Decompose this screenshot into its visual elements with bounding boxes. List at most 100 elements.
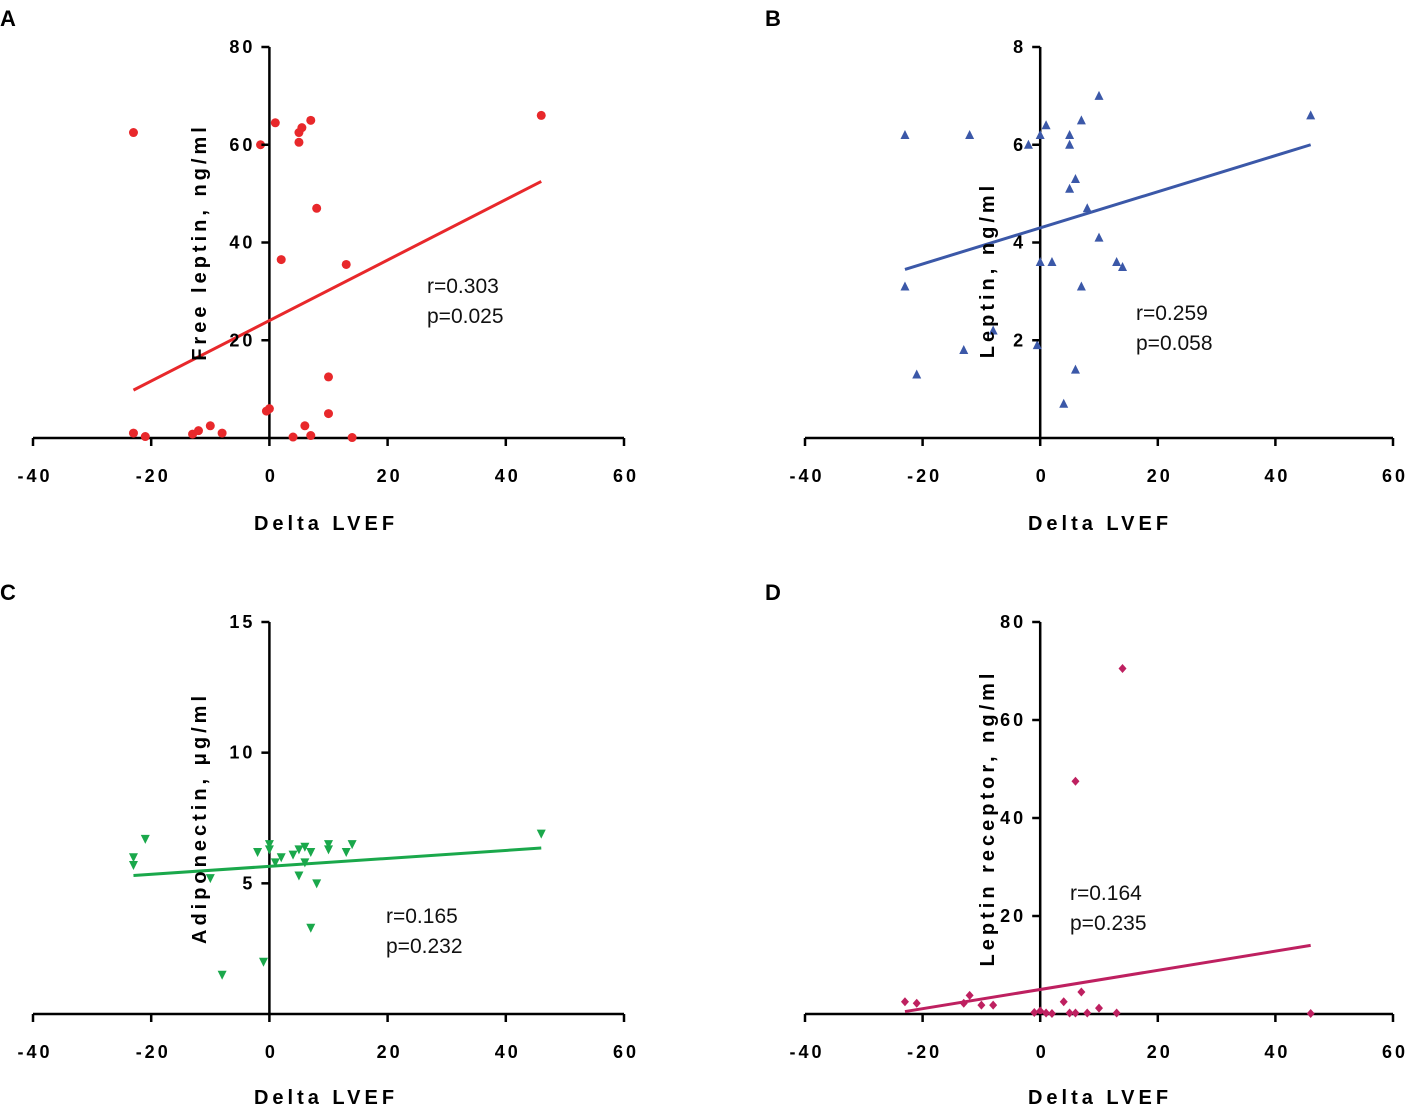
data-point: [264, 845, 274, 855]
data-point: [1059, 997, 1068, 1007]
p-value: p=0.025: [427, 305, 504, 328]
data-point: [1047, 257, 1057, 267]
data-point: [1032, 340, 1042, 350]
data-point: [294, 137, 304, 147]
y-tick-label: 10: [229, 743, 255, 763]
y-tick-label: 4: [1013, 233, 1026, 253]
y-tick-label: 60: [229, 135, 255, 155]
x-axis-title: Delta LVEF: [254, 1087, 398, 1109]
x-tick-label: 40: [495, 1042, 521, 1062]
data-point: [1065, 1008, 1074, 1018]
data-point: [324, 372, 333, 382]
data-point: [1070, 364, 1080, 374]
fit-layer: [133, 846, 542, 877]
x-tick-label: 40: [1264, 466, 1290, 486]
y-tick-label: 40: [1000, 808, 1026, 828]
r-value: r=0.303: [427, 275, 499, 298]
data-point: [536, 110, 546, 120]
regression-line: [133, 846, 542, 877]
regression-line: [904, 143, 1312, 271]
data-point: [1030, 1008, 1039, 1018]
p-value: p=0.058: [1136, 332, 1213, 355]
data-point: [276, 853, 286, 863]
data-point: [1035, 129, 1045, 139]
data-point: [264, 840, 274, 850]
points-layer: [900, 90, 1316, 408]
r-value: r=0.164: [1070, 882, 1142, 905]
data-point: [1118, 261, 1128, 271]
data-point: [1035, 257, 1045, 267]
data-point: [217, 970, 227, 980]
x-axis-title: Delta LVEF: [1028, 1087, 1172, 1109]
axes: [805, 47, 1393, 440]
x-tick-label: 20: [377, 466, 403, 486]
r-value: r=0.165: [386, 905, 458, 928]
data-point: [1306, 110, 1316, 120]
y-tick-label: 60: [1000, 710, 1026, 730]
data-point: [959, 345, 969, 355]
y-tick-label: 80: [229, 37, 255, 57]
data-point: [300, 842, 310, 852]
p-value: p=0.235: [1070, 912, 1147, 935]
data-point: [297, 123, 307, 133]
data-point: [347, 433, 357, 443]
data-point: [1112, 1008, 1121, 1018]
points-layer: [900, 664, 1315, 1019]
y-tick-label: 15: [229, 612, 255, 632]
data-point: [1071, 776, 1080, 786]
data-point: [128, 853, 138, 863]
x-tick-label: 60: [1382, 1042, 1408, 1062]
panel-a: A -40 -20 0 20 40 60 20 40 60 80 Delta LVEF Free …: [0, 6, 636, 535]
data-point: [1070, 173, 1080, 183]
data-point: [300, 421, 310, 431]
x-tick-label: 20: [1147, 466, 1173, 486]
x-tick-label: -40: [17, 466, 52, 486]
data-point: [1306, 1009, 1315, 1019]
axes: [805, 622, 1393, 1016]
data-point: [306, 847, 316, 857]
x-tick-label: 0: [1036, 466, 1049, 486]
y-tick-label: 40: [229, 233, 255, 253]
ticks-layer: -40 -20 0 20 40 60 20 40 60 80: [789, 612, 1408, 1062]
x-tick-label: 0: [1036, 1042, 1049, 1062]
panel-letter: C: [0, 580, 16, 605]
y-axis-title: Adiponectin, μg/ml: [189, 692, 211, 944]
panel-c: C -40 -20 0 20 40 60 5 10 15 Delta LVEF Adiponec…: [0, 580, 636, 1109]
x-tick-label: -20: [907, 466, 942, 486]
p-value: p=0.232: [386, 935, 463, 958]
data-point: [1065, 183, 1075, 193]
data-point: [965, 990, 974, 1000]
regression-line: [132, 180, 542, 392]
data-point: [1082, 203, 1092, 213]
y-tick-label: 8: [1013, 37, 1026, 57]
data-point: [1112, 257, 1122, 267]
data-point: [912, 369, 922, 379]
fit-layer: [904, 943, 1311, 1014]
data-point: [306, 431, 316, 441]
x-tick-label: -20: [136, 1042, 171, 1062]
data-point: [988, 325, 998, 335]
data-point: [1094, 90, 1104, 100]
x-tick-label: 0: [265, 1042, 278, 1062]
x-tick-label: 40: [1264, 1042, 1290, 1062]
panel-letter: B: [765, 6, 781, 31]
data-point: [306, 923, 316, 933]
data-point: [1083, 1008, 1092, 1018]
data-point: [1118, 664, 1127, 674]
data-point: [294, 871, 304, 881]
data-point: [312, 879, 322, 889]
x-axis-title: Delta LVEF: [1028, 513, 1172, 535]
data-point: [912, 998, 921, 1008]
fit-layer: [132, 180, 542, 392]
data-point: [341, 259, 351, 269]
data-point: [128, 128, 138, 138]
y-tick-label: 20: [1000, 906, 1026, 926]
x-tick-label: 40: [495, 466, 521, 486]
data-point: [253, 847, 263, 857]
data-point: [1036, 1006, 1045, 1016]
data-point: [959, 998, 968, 1008]
regression-line: [904, 943, 1311, 1014]
data-point: [306, 115, 316, 125]
y-axis-title: Leptin receptor, ng/ml: [977, 670, 999, 967]
points-layer: [128, 829, 546, 980]
